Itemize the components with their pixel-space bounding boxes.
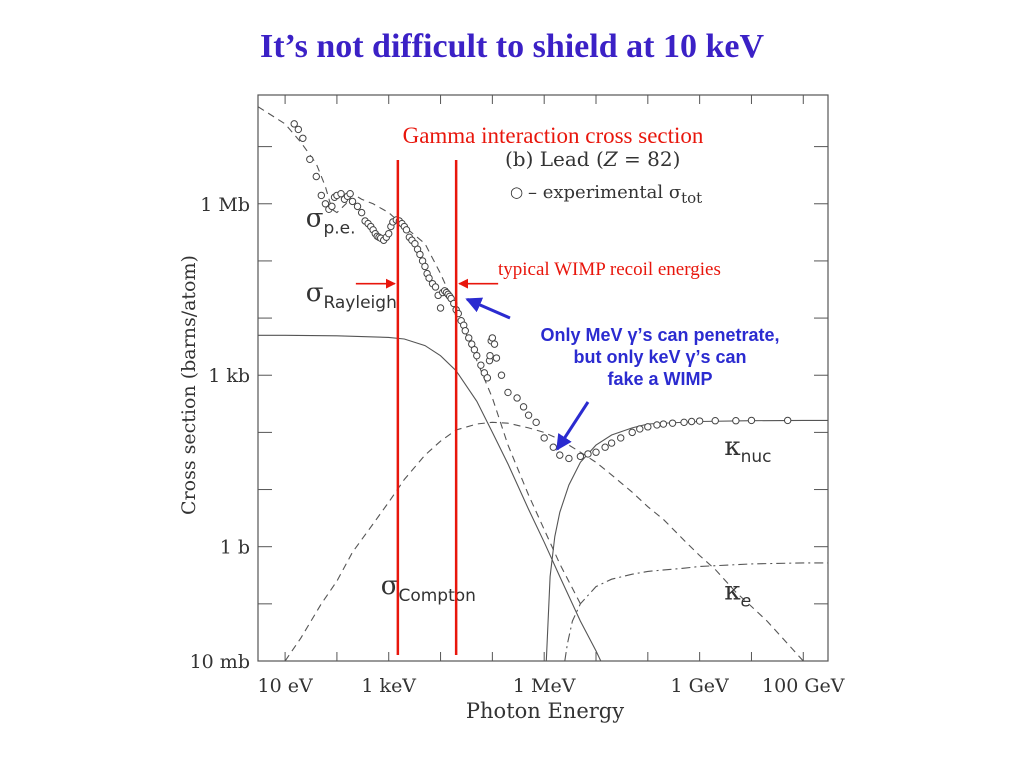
wimp-label: typical WIMP recoil energies [498, 259, 721, 280]
experimental-point [473, 351, 481, 360]
series-p-e-label: σp.e. [306, 204, 356, 239]
y-tick-label: 1 kb [208, 365, 250, 387]
y-tick-label: 1 Mb [200, 194, 250, 216]
x-tick-label: 100 GeV [762, 675, 845, 697]
x-tick-label: 1 MeV [513, 675, 576, 697]
experimental-point [636, 425, 644, 433]
experimental-point [584, 450, 592, 458]
experimental-point [504, 388, 512, 397]
experimental-point [549, 443, 558, 451]
experimental-point [321, 200, 330, 208]
experimental-point [385, 229, 393, 238]
experimental-point [492, 354, 501, 362]
x-tick-label: 1 keV [361, 675, 416, 697]
experimental-point [421, 262, 429, 271]
experimental-points [290, 120, 792, 463]
experimental-point [483, 374, 492, 382]
plot-frame [257, 94, 829, 662]
callout-arrow-lower [556, 401, 590, 451]
series-compton-label: σCompton [381, 571, 476, 606]
experimental-point [348, 197, 357, 206]
experimental-point [592, 448, 600, 456]
legend-marker: ○ [510, 183, 523, 201]
svg-text:– experimental σtot: – experimental σtot [528, 182, 702, 207]
experimental-point [680, 418, 688, 427]
experimental-point [431, 283, 440, 291]
experimental-point [290, 120, 298, 128]
experimental-point [747, 416, 756, 425]
experimental-point [486, 351, 494, 360]
legend: ○ – experimental σtot [510, 182, 702, 207]
callout-line-3: fake a WIMP [607, 369, 713, 389]
experimental-point [465, 334, 473, 342]
experimental-point [519, 403, 528, 411]
legend-label: – experimental σ [528, 182, 681, 203]
series-e-label: κe [724, 576, 751, 611]
experimental-point [668, 419, 677, 427]
y-axis-label: Cross section (barns/atom) [178, 255, 200, 515]
experimental-point [299, 134, 307, 142]
experimental-point [653, 421, 661, 429]
x-axis-label: Photon Energy [466, 699, 624, 723]
experimental-point [628, 428, 636, 437]
callout-line-1: Only MeV γ’s can penetrate, [540, 325, 780, 345]
experimental-point [436, 304, 445, 312]
experimental-point [402, 226, 411, 234]
experimental-point [532, 418, 540, 427]
x-tick-label: 1 GeV [670, 675, 729, 697]
experimental-point [497, 371, 506, 379]
callout-line-2: but only keV γ’s can [573, 347, 747, 367]
series-nuc-label: κnuc [724, 432, 771, 467]
experimental-point [312, 172, 320, 181]
experimental-point [337, 190, 345, 198]
gamma-heading: Gamma interaction cross section [403, 123, 704, 148]
experimental-point [425, 274, 433, 282]
experimental-point [687, 417, 696, 426]
experimental-point [607, 439, 616, 447]
experimental-point [556, 451, 564, 459]
x-tick-label: 10 eV [258, 675, 313, 697]
experimental-point [540, 434, 548, 442]
experimental-point [524, 411, 533, 419]
experimental-point [711, 417, 719, 425]
experimental-point [732, 417, 740, 425]
series-e-line [564, 562, 828, 661]
experimental-point [644, 423, 652, 431]
callout-text: Only MeV γ’s can penetrate, but only keV… [500, 324, 820, 390]
experimental-point [565, 454, 573, 463]
experimental-point [617, 434, 625, 442]
series-p-e-line [258, 106, 581, 605]
experimental-point [416, 250, 424, 259]
experimental-point [470, 345, 479, 354]
experimental-point [346, 190, 354, 198]
experimental-point [477, 361, 485, 369]
series-rayleigh-label: σRayleigh [306, 278, 397, 313]
experimental-point [306, 155, 314, 163]
experimental-point [357, 208, 366, 217]
experimental-point [576, 452, 585, 461]
slide-title: It’s not difficult to shield at 10 keV [259, 28, 765, 65]
experimental-point [695, 417, 704, 425]
series-nuc-line [545, 419, 828, 661]
y-tick-label: 10 mb [190, 651, 250, 673]
experimental-point [659, 420, 668, 428]
experimental-point [783, 416, 792, 425]
y-tick-label: 1 b [220, 537, 250, 559]
series-rayleigh-line [258, 334, 602, 661]
experimental-point [353, 202, 362, 211]
experimental-point [513, 394, 521, 402]
experimental-point [490, 340, 499, 348]
chart-title: (b) Lead (Z = 82) [505, 147, 680, 171]
experimental-point [601, 443, 609, 451]
experimental-point [317, 191, 326, 200]
callout-arrow-upper [465, 297, 511, 320]
experimental-point [488, 334, 497, 342]
experimental-point [294, 125, 303, 134]
experimental-point [328, 202, 336, 211]
legend-subscript: tot [681, 189, 702, 207]
experimental-point [461, 327, 469, 335]
